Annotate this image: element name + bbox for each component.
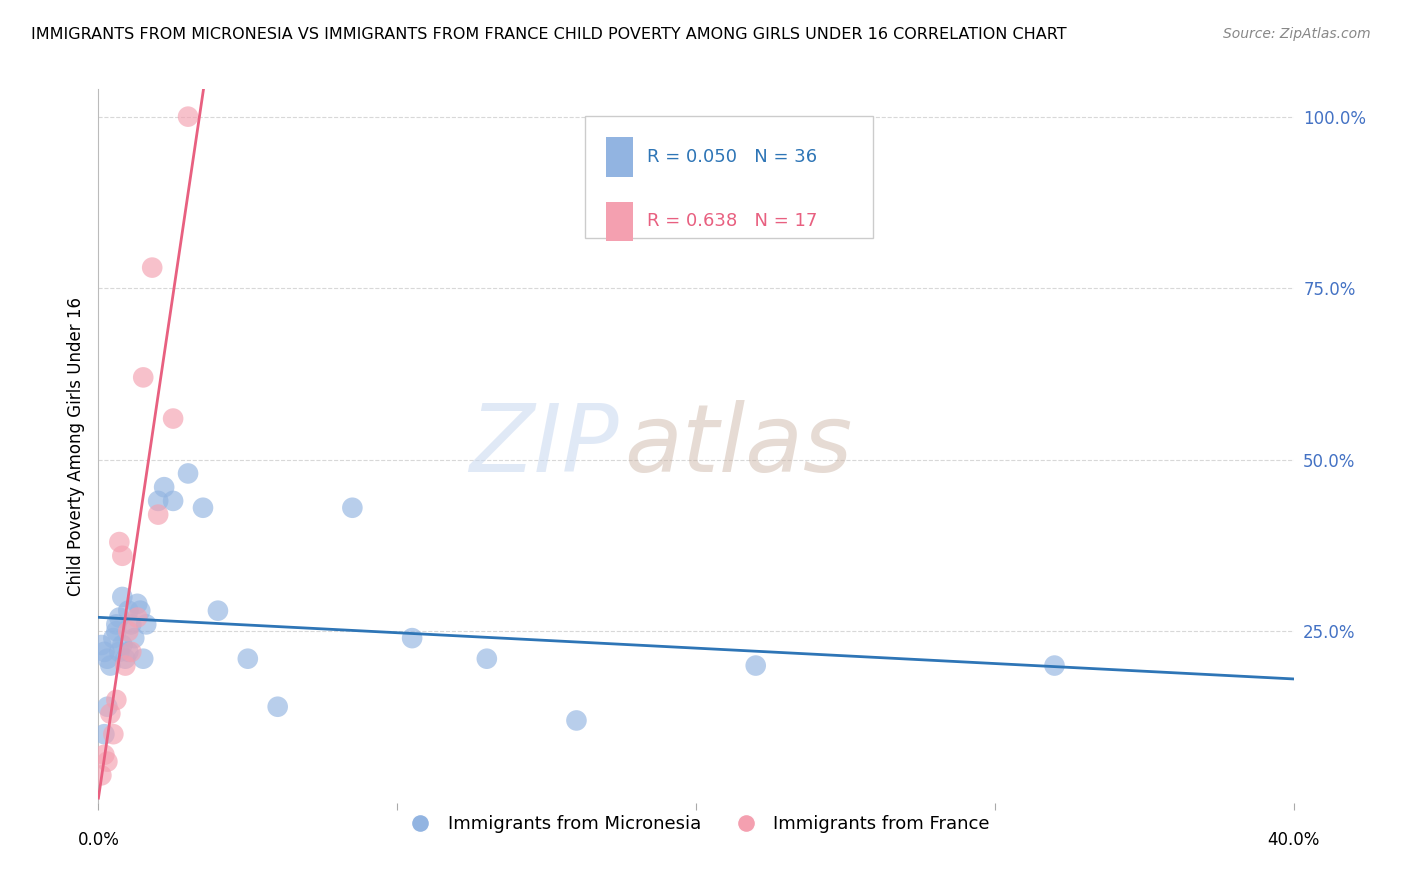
Legend: Immigrants from Micronesia, Immigrants from France: Immigrants from Micronesia, Immigrants f… bbox=[395, 808, 997, 840]
Point bbox=[105, 693, 128, 707]
Point bbox=[111, 549, 134, 563]
Point bbox=[124, 631, 146, 645]
Text: IMMIGRANTS FROM MICRONESIA VS IMMIGRANTS FROM FRANCE CHILD POVERTY AMONG GIRLS U: IMMIGRANTS FROM MICRONESIA VS IMMIGRANTS… bbox=[31, 27, 1067, 42]
Point bbox=[127, 597, 149, 611]
Text: ZIP: ZIP bbox=[468, 401, 619, 491]
Point bbox=[117, 604, 139, 618]
Point bbox=[132, 370, 155, 384]
Point bbox=[127, 610, 149, 624]
Point bbox=[236, 651, 259, 665]
Point bbox=[191, 500, 214, 515]
Point bbox=[153, 480, 176, 494]
Point bbox=[475, 651, 498, 665]
Point bbox=[342, 500, 364, 515]
FancyBboxPatch shape bbox=[585, 116, 873, 237]
Point bbox=[745, 658, 768, 673]
Point bbox=[93, 727, 115, 741]
FancyBboxPatch shape bbox=[606, 137, 633, 177]
Point bbox=[96, 755, 118, 769]
Point bbox=[141, 260, 163, 275]
Point bbox=[401, 631, 423, 645]
Point bbox=[177, 467, 200, 481]
Point bbox=[103, 631, 125, 645]
Text: R = 0.638   N = 17: R = 0.638 N = 17 bbox=[647, 212, 817, 230]
Point bbox=[162, 411, 184, 425]
Point bbox=[129, 604, 152, 618]
Point bbox=[117, 645, 139, 659]
Point bbox=[1043, 658, 1066, 673]
Text: Source: ZipAtlas.com: Source: ZipAtlas.com bbox=[1223, 27, 1371, 41]
Point bbox=[90, 768, 112, 782]
Point bbox=[162, 494, 184, 508]
Point bbox=[105, 617, 128, 632]
Point bbox=[103, 727, 125, 741]
Point bbox=[111, 638, 134, 652]
Point bbox=[108, 535, 131, 549]
Point bbox=[135, 617, 157, 632]
Point bbox=[120, 645, 142, 659]
Point bbox=[90, 638, 112, 652]
Point bbox=[98, 706, 122, 721]
Point bbox=[132, 651, 155, 665]
Point bbox=[96, 651, 118, 665]
Point bbox=[114, 651, 136, 665]
Point bbox=[105, 624, 128, 639]
Point bbox=[148, 494, 170, 508]
Point bbox=[93, 747, 115, 762]
Point bbox=[108, 610, 131, 624]
Y-axis label: Child Poverty Among Girls Under 16: Child Poverty Among Girls Under 16 bbox=[66, 296, 84, 596]
Point bbox=[177, 110, 200, 124]
Point bbox=[96, 699, 118, 714]
Point bbox=[120, 617, 142, 632]
Point bbox=[207, 604, 229, 618]
Point bbox=[565, 714, 588, 728]
Text: atlas: atlas bbox=[624, 401, 852, 491]
Point bbox=[93, 645, 115, 659]
Point bbox=[98, 658, 122, 673]
Point bbox=[114, 658, 136, 673]
Text: R = 0.050   N = 36: R = 0.050 N = 36 bbox=[647, 148, 817, 166]
Point bbox=[117, 624, 139, 639]
FancyBboxPatch shape bbox=[606, 202, 633, 241]
Point bbox=[108, 645, 131, 659]
Text: 0.0%: 0.0% bbox=[77, 831, 120, 849]
Point bbox=[111, 590, 134, 604]
Text: 40.0%: 40.0% bbox=[1267, 831, 1320, 849]
Point bbox=[267, 699, 290, 714]
Point bbox=[148, 508, 170, 522]
